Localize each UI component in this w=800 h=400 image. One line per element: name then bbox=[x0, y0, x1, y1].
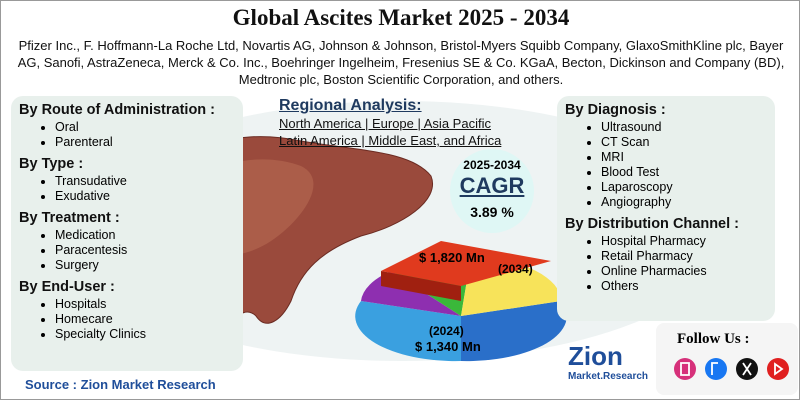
segment-heading: By Route of Administration : bbox=[19, 102, 216, 118]
segment-list: OralParenteral bbox=[19, 120, 235, 150]
segment-item: Blood Test bbox=[601, 165, 767, 180]
logo-sub: Market.Research bbox=[568, 371, 649, 382]
title: Global Ascites Market 2025 - 2034 bbox=[232, 5, 570, 30]
segment: By Type : TransudativeExudative bbox=[19, 156, 235, 204]
segment-list: HospitalsHomecareSpecialty Clinics bbox=[19, 297, 235, 342]
segment: By End-User : HospitalsHomecareSpecialty … bbox=[19, 279, 235, 342]
cagr-period: 2025-2034 bbox=[463, 158, 521, 172]
segment-heading: By Treatment : bbox=[19, 210, 120, 226]
value-2034: $ 1,820 Mn bbox=[419, 250, 485, 265]
segment-heading: By Diagnosis : bbox=[565, 102, 666, 118]
youtube-icon[interactable] bbox=[767, 358, 789, 380]
segment-item: Transudative bbox=[55, 174, 235, 189]
segment-item: Surgery bbox=[55, 258, 235, 273]
year-2034: (2034) bbox=[498, 262, 533, 276]
segment: By Route of Administration : OralParenter… bbox=[19, 102, 235, 150]
logo: Zion bbox=[568, 341, 623, 371]
source: Source : Zion Market Research bbox=[25, 377, 216, 392]
segment-list: UltrasoundCT ScanMRIBlood TestLaparoscop… bbox=[565, 120, 767, 210]
segment-item: Retail Pharmacy bbox=[601, 249, 767, 264]
regional-title: Regional Analysis: bbox=[279, 97, 422, 114]
segment-item: Online Pharmacies bbox=[601, 264, 767, 279]
region-line: Latin America | Middle East, and Africa bbox=[279, 133, 502, 148]
segment-item: Hospitals bbox=[55, 297, 235, 312]
segment-item: Others bbox=[601, 279, 767, 294]
segment: By Treatment : MedicationParacentesisSurg… bbox=[19, 210, 235, 273]
segment-item: Paracentesis bbox=[55, 243, 235, 258]
segment-heading: By End-User : bbox=[19, 279, 115, 295]
segment-item: Laparoscopy bbox=[601, 180, 767, 195]
segment: By Diagnosis : UltrasoundCT ScanMRIBlood … bbox=[565, 102, 767, 210]
segment-item: Exudative bbox=[55, 189, 235, 204]
segment-item: Hospital Pharmacy bbox=[601, 234, 767, 249]
segment-item: Oral bbox=[55, 120, 235, 135]
cagr-glow bbox=[450, 149, 534, 233]
segment-item: Parenteral bbox=[55, 135, 235, 150]
cagr-value: 3.89 % bbox=[470, 204, 514, 220]
region-line: North America | Europe | Asia Pacific bbox=[279, 116, 491, 131]
facebook-icon[interactable] bbox=[705, 358, 727, 380]
right-panel: By Diagnosis : UltrasoundCT ScanMRIBlood … bbox=[557, 96, 775, 321]
value-2024: $ 1,340 Mn bbox=[415, 339, 481, 354]
left-panel: By Route of Administration : OralParenter… bbox=[11, 96, 243, 371]
segment-list: MedicationParacentesisSurgery bbox=[19, 228, 235, 273]
segment: By Distribution Channel : Hospital Pharma… bbox=[565, 216, 767, 294]
segment-item: Homecare bbox=[55, 312, 235, 327]
regional: Regional Analysis: North America | Europ… bbox=[279, 97, 501, 149]
segment-heading: By Type : bbox=[19, 156, 84, 172]
pie bbox=[355, 241, 567, 362]
segment-item: CT Scan bbox=[601, 135, 767, 150]
segment-item: Angiography bbox=[601, 195, 767, 210]
year-2024: (2024) bbox=[429, 324, 464, 338]
instagram-icon[interactable] bbox=[674, 358, 696, 380]
segment-list: Hospital PharmacyRetail PharmacyOnline P… bbox=[565, 234, 767, 294]
segment-heading: By Distribution Channel : bbox=[565, 216, 739, 232]
companies: Pfizer Inc., F. Hoffmann-La Roche Ltd, N… bbox=[17, 38, 785, 87]
cagr-label: CAGR bbox=[459, 173, 525, 198]
icon-glyphs bbox=[680, 362, 784, 376]
follow-us: Follow Us : bbox=[677, 331, 750, 347]
segment-list: TransudativeExudative bbox=[19, 174, 235, 204]
segment-item: MRI bbox=[601, 150, 767, 165]
segment-item: Medication bbox=[55, 228, 235, 243]
segment-item: Ultrasound bbox=[601, 120, 767, 135]
segment-item: Specialty Clinics bbox=[55, 327, 235, 342]
